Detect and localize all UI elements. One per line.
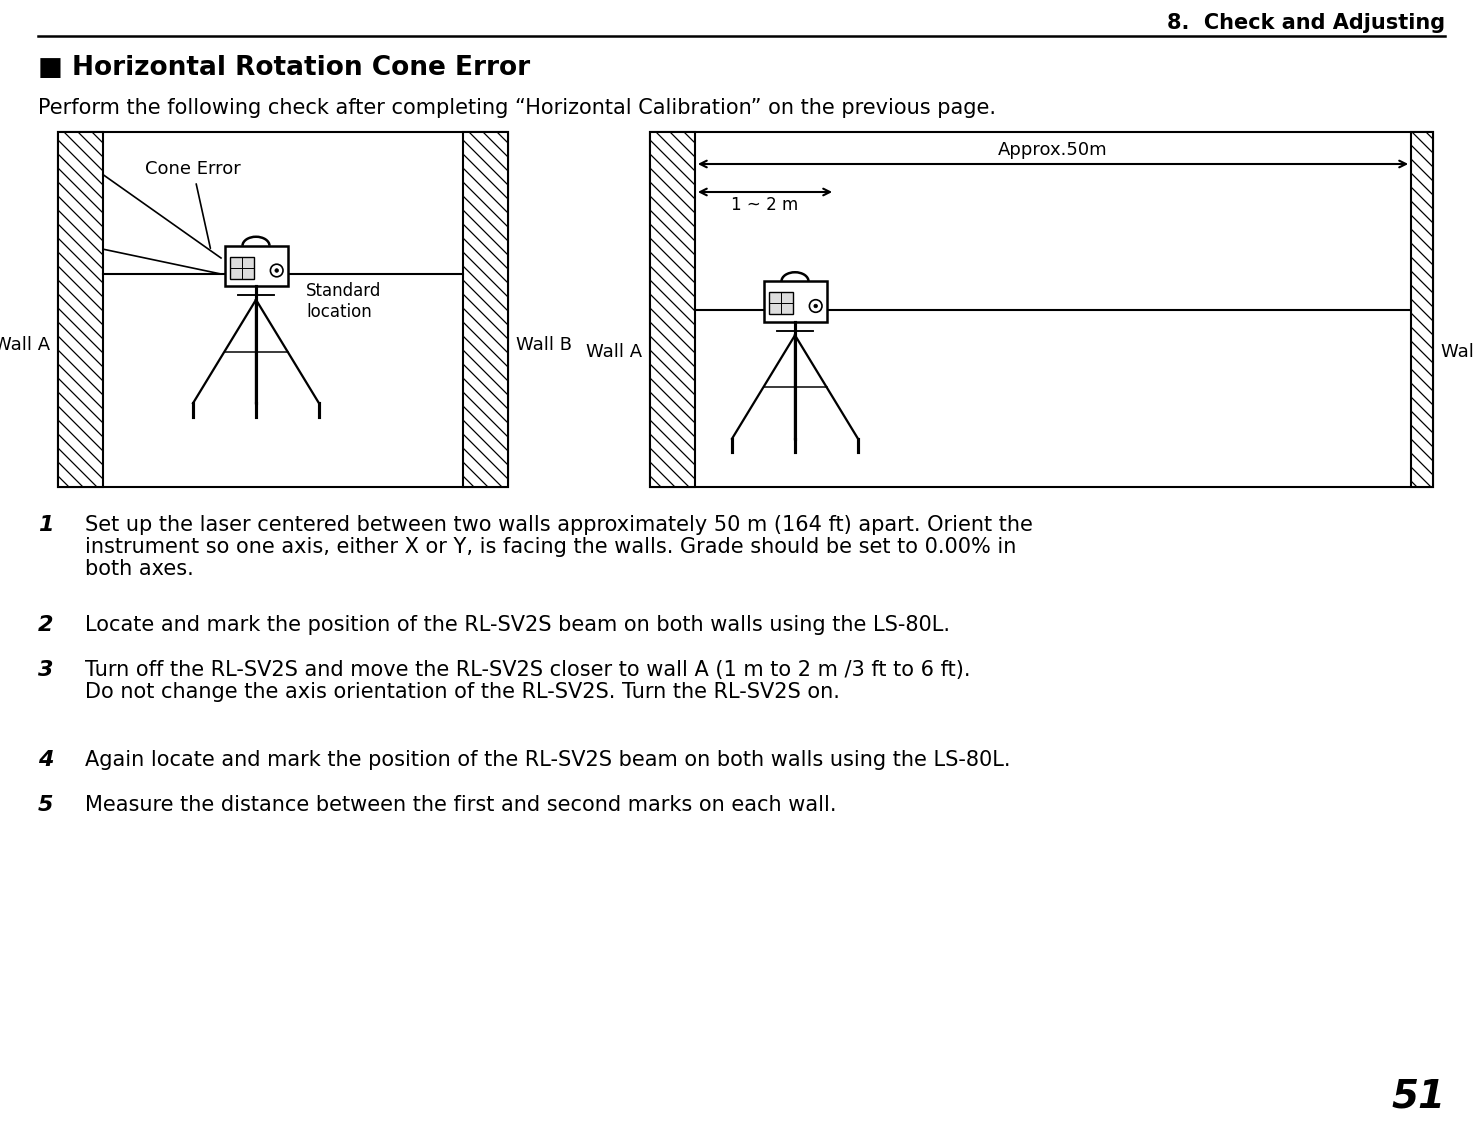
Text: Again locate and mark the position of the RL-SV2S beam on both walls using the L: Again locate and mark the position of th… [85, 751, 1010, 770]
Text: Do not change the axis orientation of the RL-SV2S. Turn the RL-SV2S on.: Do not change the axis orientation of th… [85, 681, 840, 702]
Bar [769, 292, 792, 315]
Bar [463, 132, 508, 487]
Bar [230, 257, 253, 278]
Text: 51: 51 [1391, 1077, 1445, 1115]
Circle shape [815, 305, 818, 308]
Text: Wall A: Wall A [586, 343, 642, 361]
Bar [57, 132, 103, 487]
Bar [650, 132, 695, 487]
Bar [1411, 132, 1433, 487]
Text: 4: 4 [38, 751, 53, 770]
Text: 3: 3 [38, 660, 53, 680]
Text: Perform the following check after completing “Horizontal Calibration” on the pre: Perform the following check after comple… [38, 98, 996, 118]
Text: Approx.50m: Approx.50m [999, 142, 1108, 158]
Bar [650, 132, 1433, 487]
Text: Measure the distance between the first and second marks on each wall.: Measure the distance between the first a… [85, 795, 837, 815]
Text: 1 ~ 2 m: 1 ~ 2 m [732, 196, 798, 214]
Text: 8.  Check and Adjusting: 8. Check and Adjusting [1167, 12, 1445, 33]
Bar [57, 132, 508, 487]
Circle shape [275, 268, 278, 273]
Text: Turn off the RL-SV2S and move the RL-SV2S closer to wall A (1 m to 2 m /3 ft to : Turn off the RL-SV2S and move the RL-SV2… [85, 660, 971, 680]
Text: 2: 2 [38, 615, 53, 635]
Text: Wall A: Wall A [0, 336, 50, 354]
Text: 1: 1 [38, 515, 53, 535]
Text: Locate and mark the position of the RL-SV2S beam on both walls using the LS-80L.: Locate and mark the position of the RL-S… [85, 615, 950, 635]
Circle shape [271, 264, 283, 277]
Text: 5: 5 [38, 795, 53, 815]
Text: both axes.: both axes. [85, 559, 194, 578]
Bar [224, 246, 287, 286]
Text: Wall B: Wall B [1441, 343, 1473, 361]
Text: Standard
location: Standard location [306, 282, 382, 320]
Text: Set up the laser centered between two walls approximately 50 m (164 ft) apart. O: Set up the laser centered between two wa… [85, 515, 1033, 535]
Circle shape [809, 300, 822, 312]
Text: Wall B: Wall B [516, 336, 572, 354]
Text: instrument so one axis, either X or Y, is facing the walls. Grade should be set : instrument so one axis, either X or Y, i… [85, 537, 1016, 557]
Text: ■ Horizontal Rotation Cone Error: ■ Horizontal Rotation Cone Error [38, 55, 530, 82]
Bar [763, 281, 826, 321]
Text: Cone Error: Cone Error [146, 161, 242, 248]
